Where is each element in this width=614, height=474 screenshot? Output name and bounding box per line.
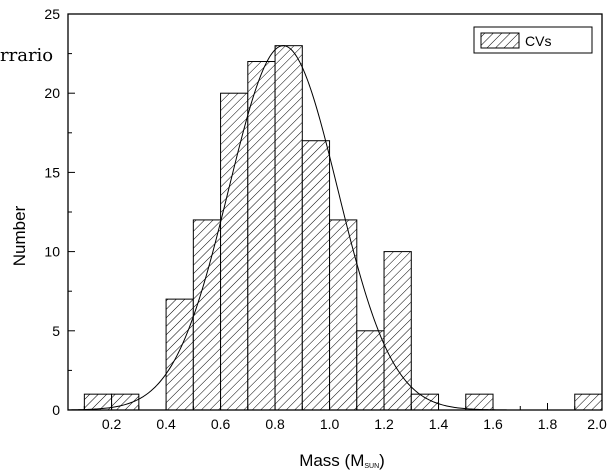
y-axis-title: Number (10, 205, 29, 266)
x-axis-title: Mass (MSUN) (299, 451, 385, 470)
x-tick-label: 0.2 (102, 416, 122, 432)
y-tick-label: 5 (52, 323, 60, 339)
y-tick-label: 10 (44, 244, 60, 260)
histogram-bar (574, 393, 603, 411)
y-tick-label: 20 (44, 85, 60, 101)
legend: CVs (473, 26, 593, 54)
x-tick-label: 0.8 (265, 416, 285, 432)
x-axis-ticks: 0.2 0.4 0.6 0.8 1.0 1.2 1.4 1.6 1.8 2.0 (83, 403, 607, 432)
x-tick-label: 0.6 (211, 416, 231, 432)
x-tick-label: 1.8 (538, 416, 558, 432)
histogram-bar (165, 298, 194, 411)
histogram-bar (356, 330, 385, 411)
clipped-text-fragment: rrario (0, 45, 53, 66)
histogram-bar (329, 219, 358, 411)
histogram-bar (247, 61, 276, 411)
histogram-bar (274, 45, 303, 411)
histogram-bar (465, 393, 494, 411)
legend-label-cvs: CVs (525, 33, 551, 49)
x-tick-label: 1.6 (483, 416, 503, 432)
histogram-bar (301, 140, 331, 411)
histogram-bars (83, 45, 603, 411)
x-tick-label: 1.4 (429, 416, 449, 432)
y-tick-label: 15 (44, 164, 60, 180)
histogram-bar (383, 251, 412, 411)
y-tick-label: 0 (52, 402, 60, 418)
x-tick-label: 2.0 (587, 416, 607, 432)
histogram-bar (220, 92, 249, 411)
histogram-bar (192, 219, 222, 411)
legend-swatch-cvs (480, 32, 520, 49)
y-tick-label: 25 (44, 6, 60, 22)
gaussian-fit-curve (67, 45, 507, 411)
x-tick-label: 0.4 (156, 416, 176, 432)
y-axis-ticks: 0 5 10 15 20 25 (44, 6, 75, 418)
x-tick-label: 1.2 (374, 416, 394, 432)
x-tick-label: 1.0 (320, 416, 340, 432)
histogram-bar (111, 393, 140, 411)
